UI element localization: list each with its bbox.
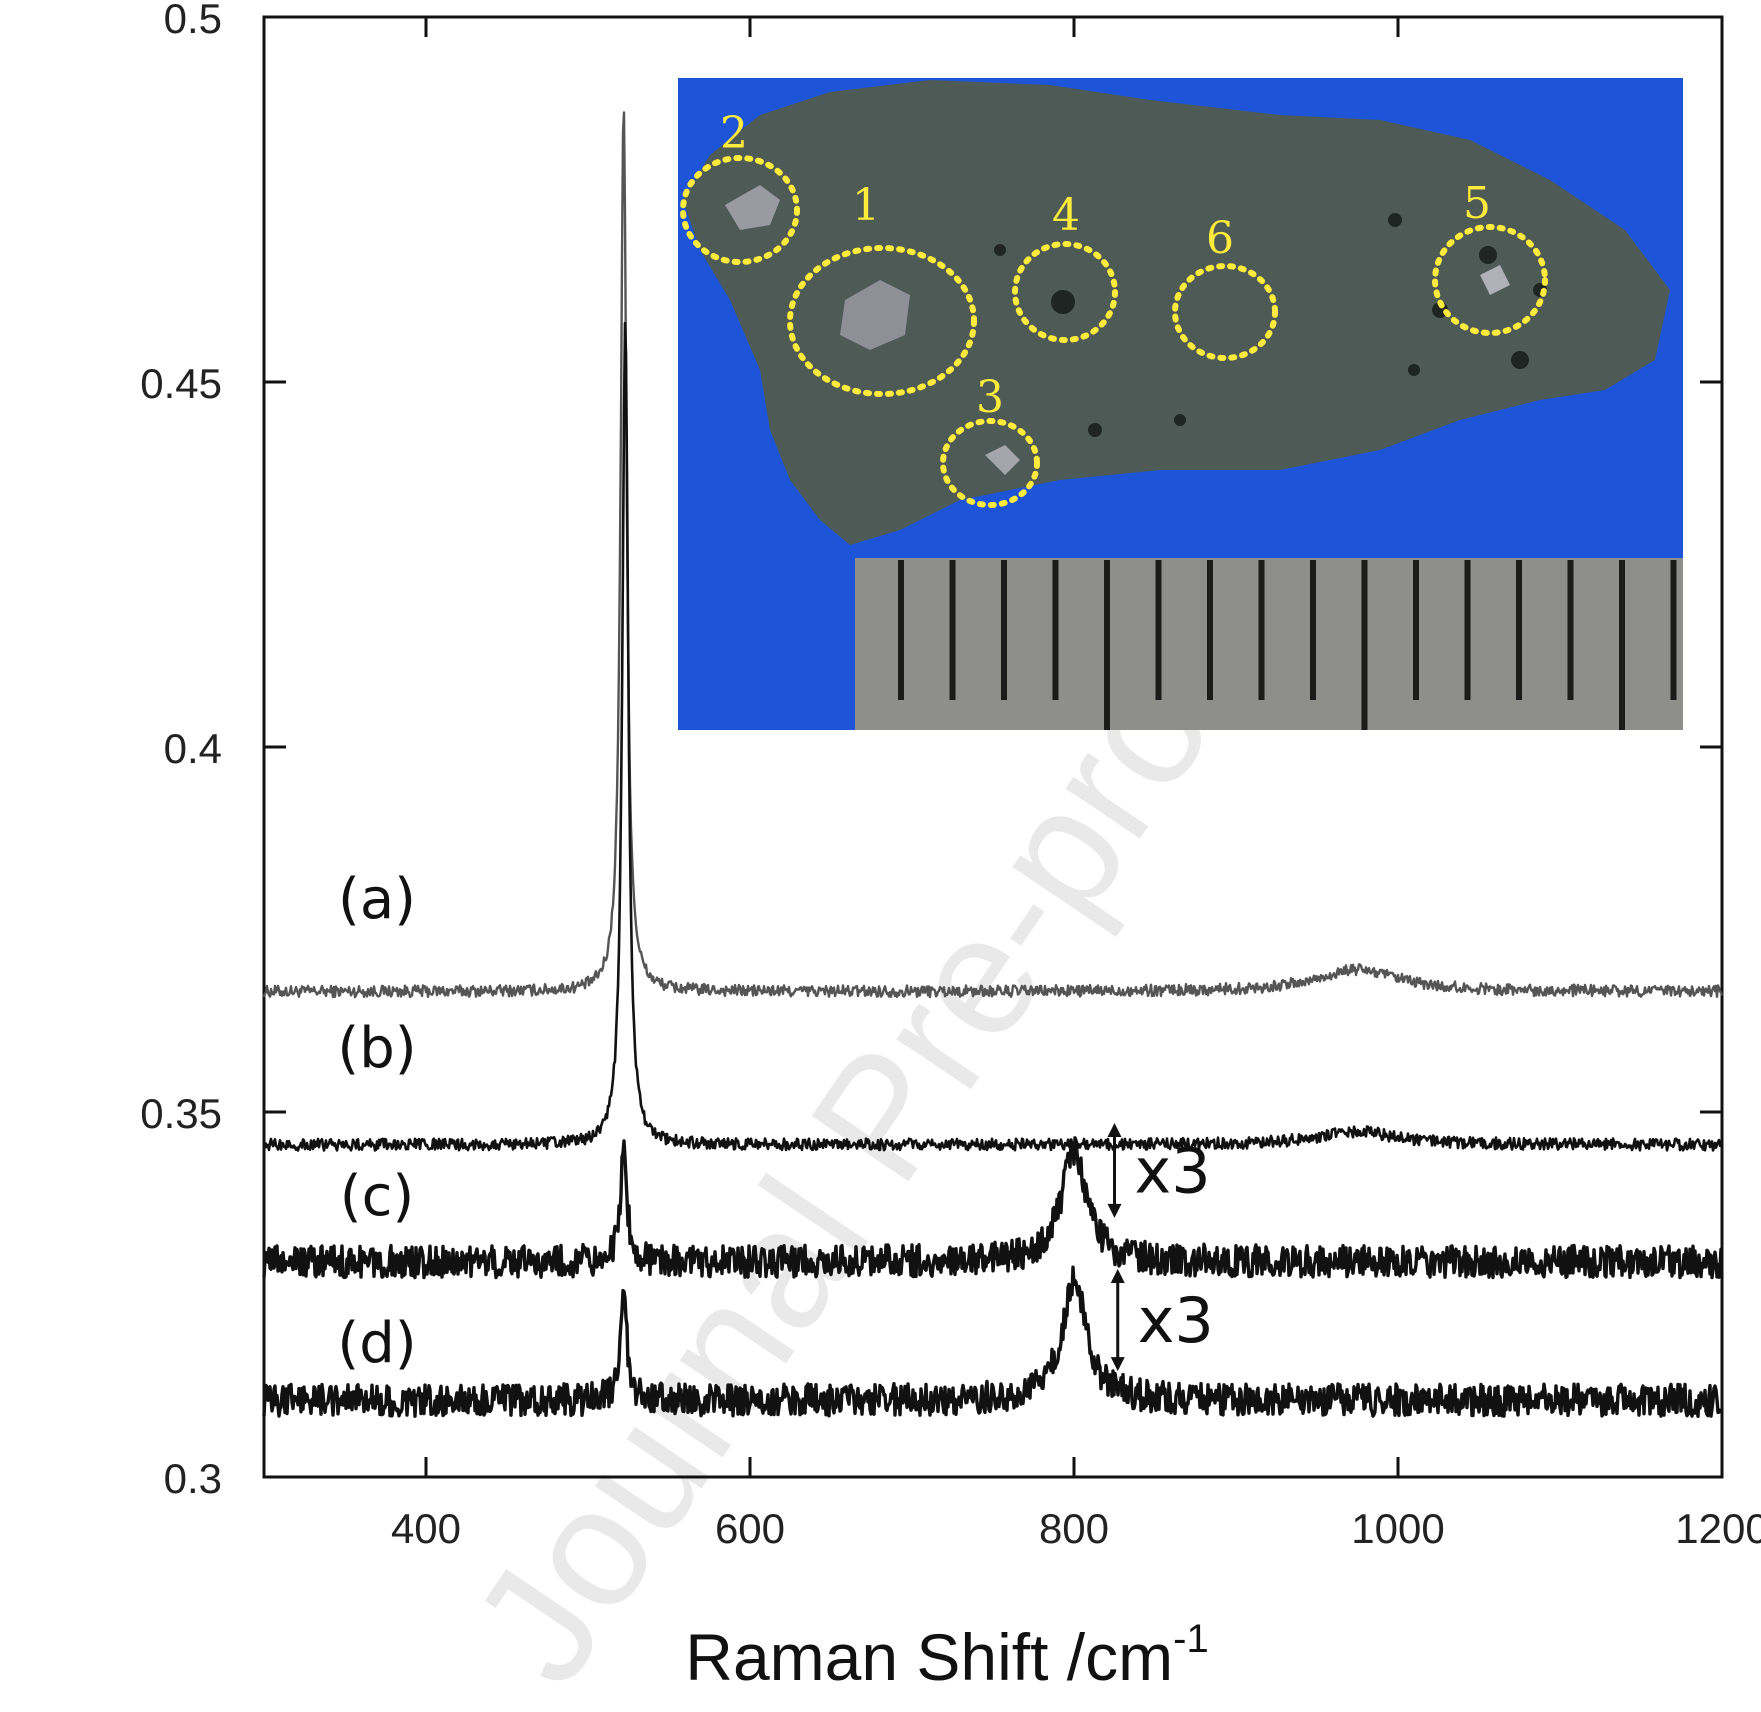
x-tick-label: 600 — [715, 1505, 785, 1552]
region-label-1: 1 — [852, 180, 880, 231]
region-circle-4 — [1012, 241, 1118, 343]
rock-pore — [1511, 351, 1529, 369]
crystal-3 — [985, 445, 1020, 475]
y-tick-label: 0.3 — [164, 1455, 222, 1502]
ruler-tick — [1052, 560, 1059, 700]
ruler-tick — [1670, 560, 1677, 700]
crystal-1 — [840, 280, 910, 350]
scale-factor-label: x3 — [1138, 1284, 1214, 1357]
crystal-2 — [725, 185, 780, 230]
series-line-4 — [262, 1265, 1724, 1418]
labels-group: (a) (b) (c) (d) x3 x3 Raman Shift /cm-1 — [337, 867, 1214, 1694]
scale-arrow-head-up — [1107, 1122, 1122, 1137]
rock-pore — [1088, 423, 1102, 437]
region-label-3: 3 — [976, 372, 1004, 423]
series-line-1 — [262, 111, 1724, 999]
region-circle-1 — [787, 245, 977, 397]
x-axis-title-text: Raman Shift /cm — [685, 1620, 1173, 1694]
x-axis-title-superscript: -1 — [1173, 1617, 1209, 1661]
ruler-ticks — [898, 560, 1677, 730]
ruler-tick — [1567, 560, 1574, 700]
ruler-tick — [1310, 560, 1316, 700]
rock-pore — [1388, 213, 1402, 227]
region-circle-5 — [1432, 224, 1548, 336]
ruler-tick — [1207, 560, 1213, 700]
rock-pore — [1174, 414, 1186, 426]
region-label-2: 2 — [720, 108, 748, 159]
ruler-tick — [1361, 560, 1368, 730]
x-tick-label: 1200 — [1675, 1505, 1761, 1552]
region-circle-6 — [1172, 263, 1278, 361]
rock-pore — [1051, 290, 1075, 314]
y-tick-label: 0.35 — [140, 1090, 222, 1137]
ruler-tick — [1258, 560, 1265, 700]
ruler-tick — [1619, 560, 1625, 730]
series-line-3 — [262, 1136, 1724, 1280]
scale-arrow-head-down — [1110, 1357, 1125, 1372]
rock-pore — [1479, 246, 1497, 264]
x-tick-label: 400 — [391, 1505, 461, 1552]
series-group — [262, 111, 1724, 1418]
axes: 400 600 800 1000 1200 0.3 0.35 0.4 0.45 0.5 — [140, 0, 1761, 1552]
ruler-tick — [1104, 560, 1110, 730]
crystal-5 — [1480, 265, 1510, 295]
ruler-tick — [1155, 560, 1162, 700]
x-tick-label: 800 — [1039, 1505, 1109, 1552]
region-circle-2 — [680, 155, 800, 265]
x-tick-label: 1000 — [1351, 1505, 1444, 1552]
y-tick-label: 0.5 — [164, 0, 222, 42]
inset-photo: 1 2 3 4 5 6 — [678, 78, 1683, 730]
ruler-tick — [1516, 560, 1522, 700]
rock — [683, 80, 1670, 545]
x-axis-title: Raman Shift /cm-1 — [685, 1617, 1208, 1694]
region-label-6: 6 — [1206, 213, 1234, 264]
region-label-5: 5 — [1463, 178, 1491, 229]
y-tick-label: 0.4 — [164, 725, 222, 772]
ruler-tick — [949, 560, 956, 700]
ruler-tick — [1001, 560, 1007, 700]
scale-arrow-head-up — [1110, 1268, 1125, 1283]
ruler-tick — [898, 560, 904, 700]
rock-pore — [1408, 364, 1420, 376]
series-label-4: (d) — [337, 1311, 416, 1376]
y-tick-label: 0.45 — [140, 360, 222, 407]
region-circle-3 — [940, 418, 1040, 508]
region-label-4: 4 — [1052, 190, 1080, 241]
ruler — [855, 558, 1683, 730]
scale-arrow-head-down — [1107, 1203, 1122, 1218]
rock-pore — [994, 244, 1006, 256]
ruler-tick — [1413, 560, 1419, 700]
series-label-3: (c) — [340, 1164, 414, 1229]
ruler-tick — [1464, 560, 1471, 700]
series-label-2: (b) — [337, 1016, 416, 1081]
scale-factor-label: x3 — [1135, 1134, 1211, 1207]
series-label-1: (a) — [338, 867, 416, 932]
series-line-2 — [262, 321, 1724, 1152]
